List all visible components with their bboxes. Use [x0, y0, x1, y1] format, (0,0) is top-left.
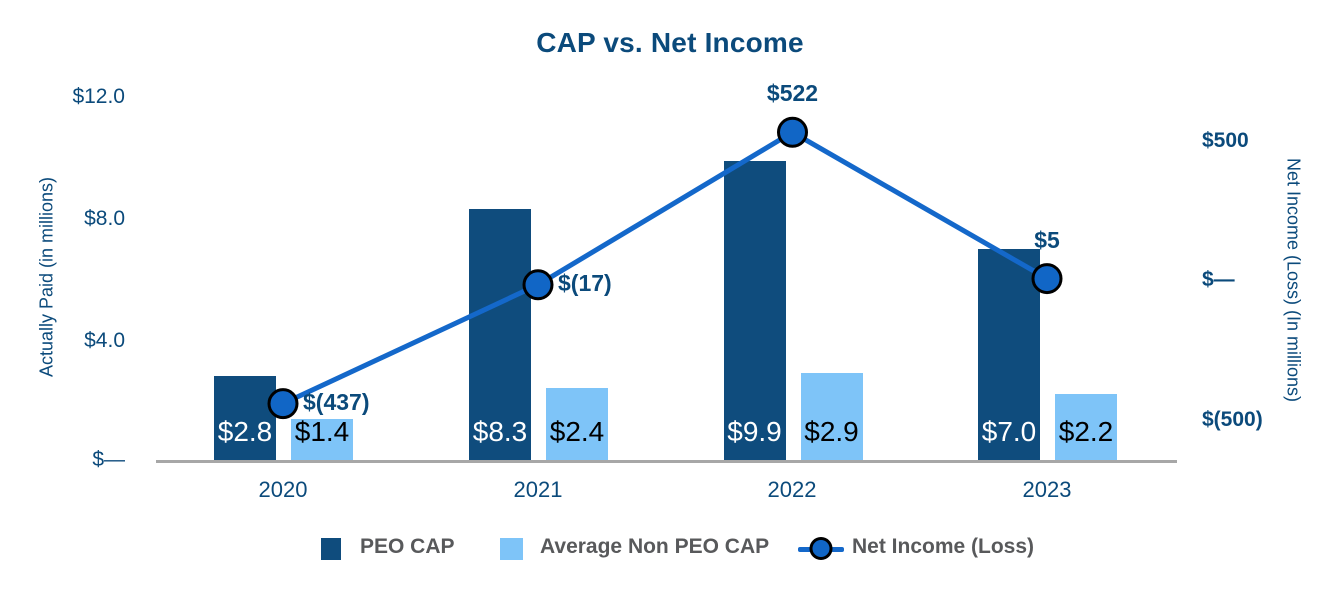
net-income-value-label: $(17)	[558, 269, 612, 296]
legend-swatch-peo-cap	[321, 538, 341, 560]
bar-value-label: $1.4	[294, 416, 350, 447]
legend-swatch-avg-non-peo-cap	[500, 538, 523, 560]
non-peo-cap-bar-2020	[291, 419, 353, 461]
net-income-marker	[777, 116, 808, 148]
bar-value-label: $2.8	[217, 416, 273, 447]
bar-value-label: $7.0	[981, 416, 1037, 447]
non-peo-cap-bar-2023	[1055, 394, 1117, 461]
left-axis-tick: $12.0	[72, 85, 125, 108]
bar-value-label: $2.9	[804, 416, 859, 447]
x-axis-line	[156, 460, 1177, 463]
net-income-value-label: $(437)	[303, 388, 370, 415]
left-axis-tick: $4.0	[84, 329, 125, 352]
x-axis-label: 2021	[513, 477, 563, 502]
x-axis-label: 2022	[767, 477, 817, 502]
x-axis-label: 2023	[1022, 477, 1072, 502]
bar-value-label: $2.2	[1058, 416, 1114, 447]
net-income-value-label: $5	[1034, 226, 1060, 253]
legend-label-net-income: Net Income (Loss)	[852, 535, 1035, 558]
net-income-value-label: $522	[766, 80, 819, 107]
bar-value-label: $9.9	[727, 416, 782, 447]
legend-label-peo-cap: PEO CAP	[360, 535, 455, 558]
legend-marker-circle	[809, 537, 833, 560]
bar-value-label: $2.4	[549, 416, 605, 447]
right-axis-tick: $—	[1202, 268, 1235, 291]
left-axis-tick: $—	[92, 448, 125, 471]
peo-cap-bar-2020	[214, 376, 276, 461]
legend-label-avg-non-peo-cap: Average Non PEO CAP	[540, 535, 770, 558]
right-axis-tick: $500	[1202, 129, 1249, 152]
bar-value-label: $8.3	[472, 416, 528, 447]
legend-line-marker-icon	[798, 537, 844, 561]
left-axis-tick: $8.0	[84, 207, 125, 230]
x-axis-label: 2020	[258, 477, 308, 502]
net-income-line	[281, 129, 1049, 406]
chart-title: CAP vs. Net Income	[536, 27, 804, 58]
right-axis-tick: $(500)	[1202, 408, 1263, 431]
